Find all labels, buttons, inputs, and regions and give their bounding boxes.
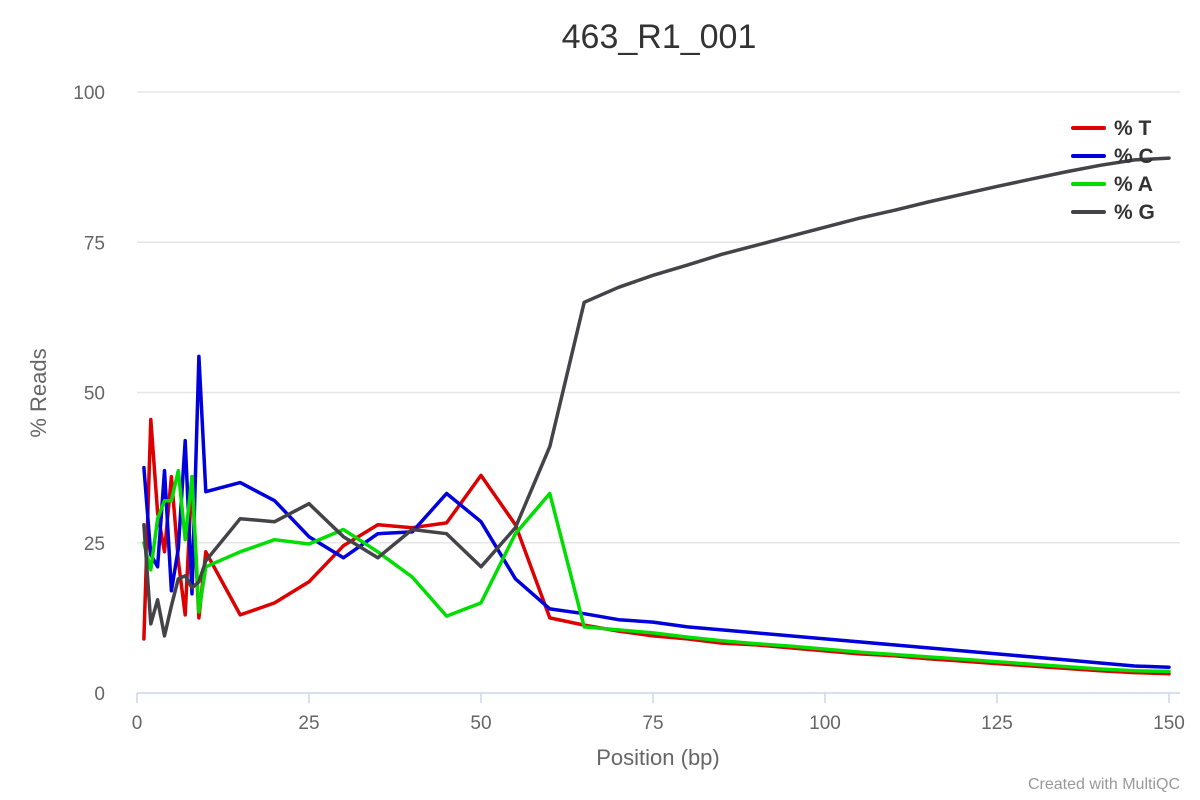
- legend[interactable]: % T % C % A % G: [1071, 117, 1155, 224]
- legend-item-t[interactable]: % T: [1071, 117, 1152, 140]
- legend-label: % G: [1114, 201, 1155, 224]
- series-line-t[interactable]: [142, 417, 1171, 676]
- y-tick-label: 25: [84, 534, 105, 555]
- series-line-g[interactable]: [142, 156, 1171, 638]
- x-tick-label: 125: [981, 713, 1013, 734]
- legend-item-c[interactable]: % C: [1071, 145, 1154, 168]
- legend-item-a[interactable]: % A: [1071, 173, 1153, 196]
- x-tick-label: 0: [132, 713, 143, 734]
- x-tick-label: 100: [809, 713, 841, 734]
- chart-title: 463_R1_001: [562, 18, 757, 56]
- x-tick-label: 75: [642, 713, 663, 734]
- y-axis-label: % Reads: [26, 348, 51, 437]
- legend-label: % C: [1114, 145, 1154, 168]
- legend-label: % A: [1114, 173, 1153, 196]
- x-tick-label: 150: [1153, 713, 1185, 734]
- x-tick-label: 50: [470, 713, 491, 734]
- y-tick-label: 0: [94, 684, 105, 705]
- series-line-c[interactable]: [142, 354, 1171, 669]
- y-axis: 0 25 50 75 100: [73, 83, 105, 705]
- x-tick-label: 25: [298, 713, 319, 734]
- legend-item-g[interactable]: % G: [1071, 201, 1155, 224]
- x-axis-label: Position (bp): [596, 745, 720, 770]
- series-lines: [142, 156, 1171, 676]
- credit-text: Created with MultiQC: [1028, 776, 1180, 793]
- y-tick-label: 75: [84, 233, 105, 254]
- y-tick-label: 50: [84, 384, 105, 405]
- legend-label: % T: [1114, 117, 1152, 140]
- y-tick-label: 100: [73, 83, 105, 104]
- x-axis: 0 25 50 75 100 125 150: [132, 692, 1185, 734]
- series-line-a[interactable]: [142, 468, 1171, 674]
- gridlines: [137, 91, 1180, 544]
